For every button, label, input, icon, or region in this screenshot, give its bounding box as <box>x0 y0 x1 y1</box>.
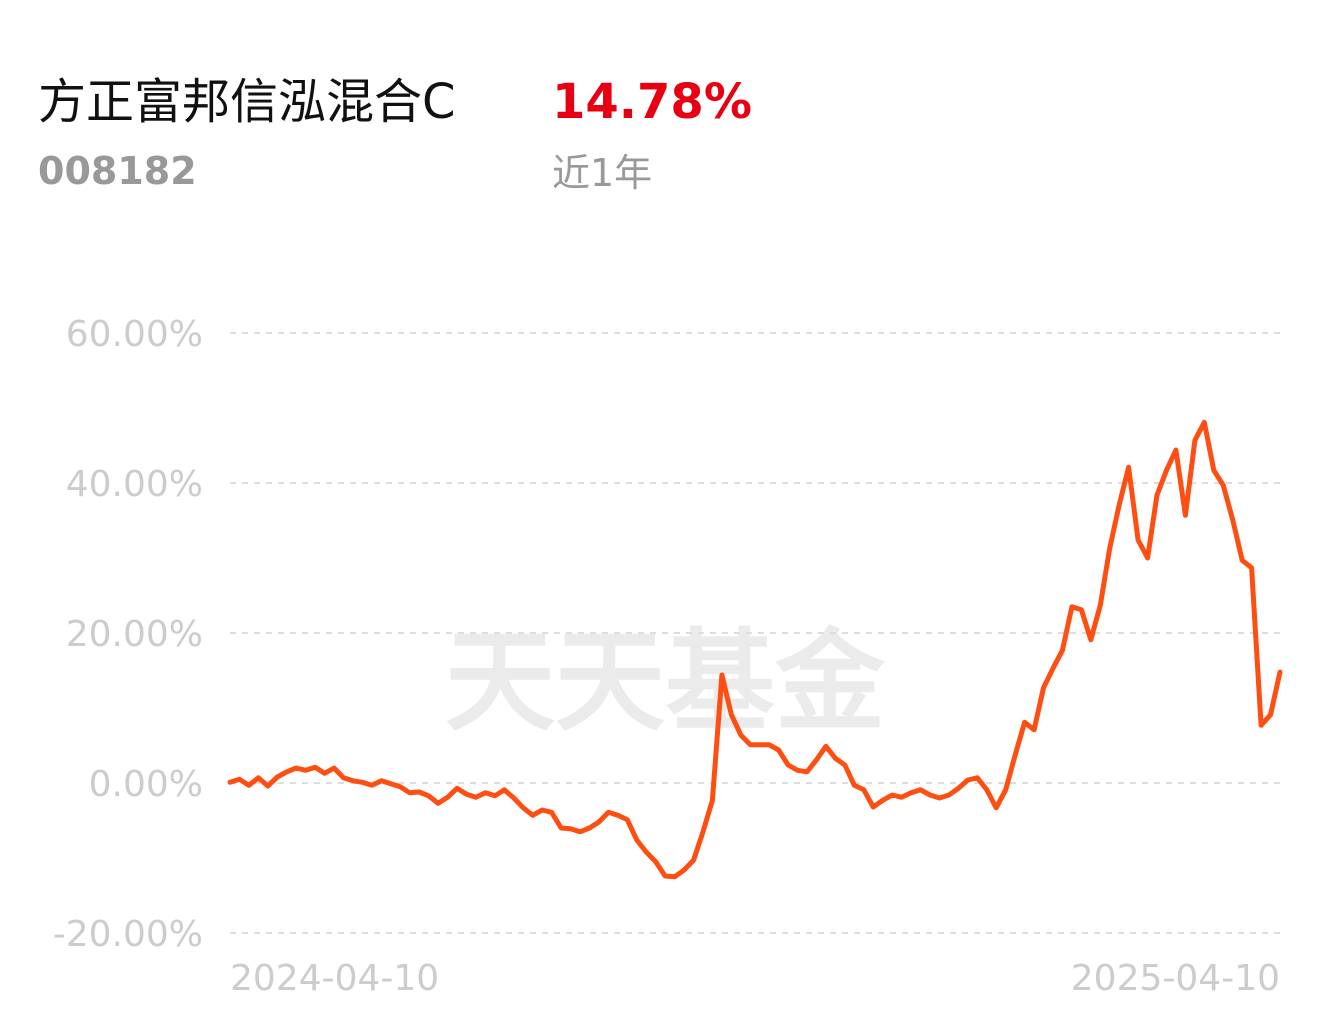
watermark: 天天基金 <box>445 618 886 746</box>
x-tick-label: 2024-04-10 <box>230 958 439 999</box>
period-label: 近1年 <box>552 151 652 195</box>
y-tick-label: 0.00% <box>89 764 203 805</box>
return-value: 14.78% <box>552 74 752 130</box>
fund-name: 方正富邦信泓混合C <box>38 74 456 130</box>
y-tick-label: -20.00% <box>53 914 203 955</box>
y-tick-label: 20.00% <box>66 614 203 655</box>
fund-code: 008182 <box>38 149 197 193</box>
price-line <box>227 419 1283 880</box>
y-tick-label: 60.00% <box>66 314 203 355</box>
y-tick-label: 40.00% <box>66 464 203 505</box>
x-tick-label: 2025-04-10 <box>1071 958 1280 999</box>
